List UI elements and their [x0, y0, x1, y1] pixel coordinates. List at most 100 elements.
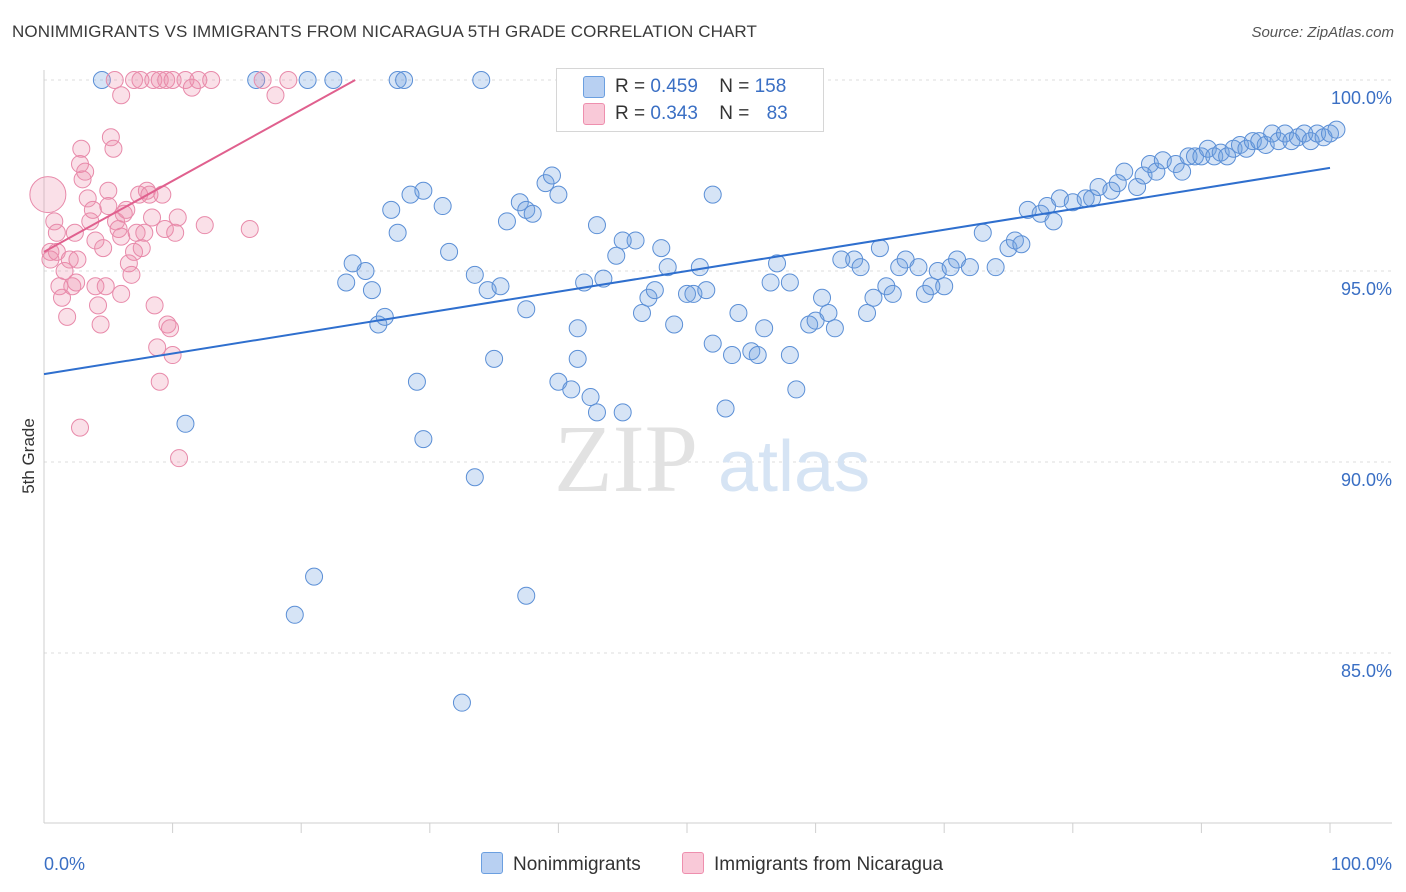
- point-immigrants-nicaragua: [78, 189, 97, 208]
- point-nonimmigrants: [1044, 212, 1063, 231]
- point-immigrants-nicaragua: [101, 128, 120, 147]
- point-nonimmigrants: [1269, 132, 1288, 151]
- point-nonimmigrants: [1108, 174, 1127, 193]
- point-nonimmigrants: [755, 319, 774, 338]
- point-nonimmigrants: [780, 346, 799, 365]
- point-nonimmigrants: [851, 258, 870, 277]
- point-nonimmigrants: [877, 277, 896, 296]
- point-nonimmigrants: [768, 254, 787, 273]
- point-immigrants-nicaragua: [71, 418, 90, 437]
- point-immigrants-nicaragua: [122, 265, 141, 284]
- point-nonimmigrants: [407, 372, 426, 391]
- point-nonimmigrants: [465, 468, 484, 487]
- point-nonimmigrants: [491, 277, 510, 296]
- point-nonimmigrants: [613, 403, 632, 422]
- point-nonimmigrants: [1263, 124, 1282, 143]
- point-nonimmigrants: [632, 304, 651, 323]
- legend-r-value-pink: 0.343: [650, 103, 698, 124]
- bottom-legend-swatch-blue: [481, 852, 503, 874]
- point-nonimmigrants: [639, 288, 658, 307]
- x-tick-label: 0.0%: [44, 854, 85, 874]
- bottom-legend-label-blue: Nonimmigrants: [513, 854, 641, 875]
- point-nonimmigrants: [915, 284, 934, 303]
- point-nonimmigrants: [858, 304, 877, 323]
- point-nonimmigrants: [440, 242, 459, 261]
- point-nonimmigrants: [1327, 120, 1346, 139]
- point-immigrants-nicaragua: [47, 223, 66, 242]
- point-nonimmigrants: [941, 258, 960, 277]
- point-immigrants-nicaragua: [53, 288, 72, 307]
- point-immigrants-nicaragua: [132, 239, 151, 258]
- point-immigrants-nicaragua: [94, 239, 113, 258]
- point-immigrants-nicaragua: [89, 296, 108, 315]
- y-tick-label: 95.0%: [1341, 279, 1392, 299]
- point-nonimmigrants: [568, 349, 587, 368]
- point-nonimmigrants: [587, 403, 606, 422]
- point-immigrants-nicaragua: [112, 86, 131, 105]
- point-nonimmigrants: [832, 250, 851, 269]
- point-nonimmigrants: [922, 277, 941, 296]
- point-nonimmigrants: [1295, 124, 1314, 143]
- x-ticks: [172, 823, 1331, 833]
- point-nonimmigrants: [935, 277, 954, 296]
- point-immigrants-nicaragua: [148, 338, 167, 357]
- point-immigrants-nicaragua: [176, 71, 195, 89]
- point-nonimmigrants: [485, 349, 504, 368]
- point-nonimmigrants: [645, 281, 664, 300]
- point-nonimmigrants: [362, 281, 381, 300]
- legend-r-label: R =: [615, 76, 646, 97]
- x-tick-labels: 0.0% 100.0%: [44, 854, 1392, 874]
- point-immigrants-nicaragua: [72, 139, 91, 158]
- point-nonimmigrants: [285, 605, 304, 624]
- point-nonimmigrants: [247, 71, 266, 89]
- gridlines: [44, 79, 1392, 654]
- point-immigrants-nicaragua: [144, 71, 163, 89]
- point-nonimmigrants: [375, 307, 394, 326]
- point-nonimmigrants: [864, 288, 883, 307]
- point-immigrants-nicaragua: [161, 319, 180, 338]
- point-nonimmigrants: [1192, 147, 1211, 166]
- point-nonimmigrants: [562, 380, 581, 399]
- point-immigrants-nicaragua: [163, 71, 182, 89]
- y-tick-label: 100.0%: [1331, 88, 1392, 108]
- point-immigrants-nicaragua: [76, 162, 95, 181]
- point-nonimmigrants: [497, 212, 516, 231]
- chart-title: NONIMMIGRANTS VS IMMIGRANTS FROM NICARAG…: [12, 22, 757, 41]
- point-immigrants-nicaragua: [41, 242, 60, 261]
- point-immigrants-nicaragua: [253, 71, 272, 89]
- trend-line-immigrants-nicaragua: [43, 79, 356, 253]
- point-nonimmigrants: [581, 388, 600, 407]
- point-immigrants-nicaragua: [145, 296, 164, 315]
- point-immigrants-nicaragua: [153, 185, 172, 204]
- point-nonimmigrants: [1173, 162, 1192, 181]
- point-immigrants-nicaragua: [67, 273, 86, 292]
- point-immigrants-nicaragua: [155, 219, 174, 238]
- point-immigrants-nicaragua: [150, 372, 169, 391]
- point-immigrants-nicaragua: [105, 71, 124, 89]
- y-tick-labels: 100.0% 95.0% 90.0% 85.0%: [1331, 88, 1392, 681]
- point-nonimmigrants: [819, 304, 838, 323]
- legend-r-value-blue: 0.459: [650, 76, 698, 97]
- point-nonimmigrants: [973, 223, 992, 242]
- point-immigrants-nicaragua: [83, 200, 102, 219]
- series-nonimmigrants: [92, 71, 1346, 712]
- point-immigrants-nicaragua: [60, 250, 79, 269]
- point-nonimmigrants: [825, 319, 844, 338]
- point-immigrants-nicaragua: [86, 277, 105, 296]
- point-immigrants-nicaragua: [125, 71, 144, 89]
- trend-line-nonimmigrants: [43, 166, 1331, 376]
- x-tick-label: 100.0%: [1331, 854, 1392, 874]
- point-immigrants-nicaragua: [195, 216, 214, 235]
- point-nonimmigrants: [723, 346, 742, 365]
- point-nonimmigrants: [414, 430, 433, 449]
- point-nonimmigrants: [890, 258, 909, 277]
- point-nonimmigrants: [787, 380, 806, 399]
- point-nonimmigrants: [626, 231, 645, 250]
- point-nonimmigrants: [845, 250, 864, 269]
- point-nonimmigrants: [761, 273, 780, 292]
- point-nonimmigrants: [813, 288, 832, 307]
- point-nonimmigrants: [92, 71, 111, 89]
- point-immigrants-nicaragua: [157, 71, 176, 89]
- legend-r-label: R =: [615, 103, 646, 124]
